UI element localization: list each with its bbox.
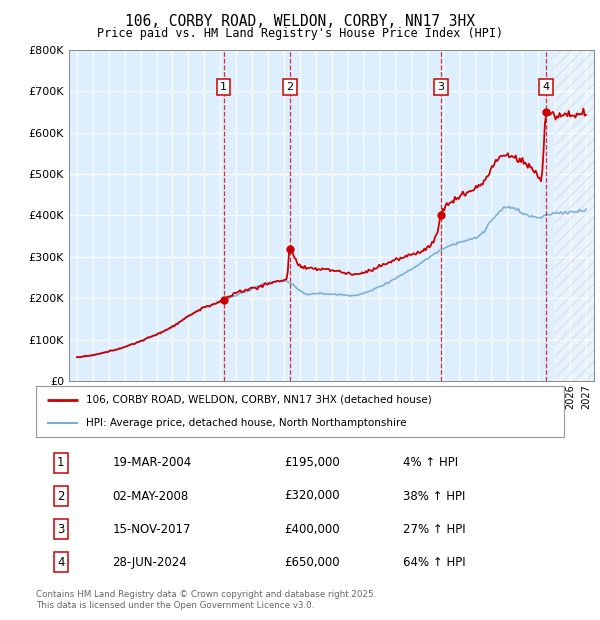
Text: £400,000: £400,000: [284, 523, 340, 536]
Text: 4: 4: [542, 82, 550, 92]
Text: 4% ↑ HPI: 4% ↑ HPI: [403, 456, 458, 469]
Text: 106, CORBY ROAD, WELDON, CORBY, NN17 3HX: 106, CORBY ROAD, WELDON, CORBY, NN17 3HX: [125, 14, 475, 29]
Text: £320,000: £320,000: [284, 490, 340, 502]
Text: £650,000: £650,000: [284, 556, 340, 569]
Text: 2: 2: [57, 490, 65, 502]
Text: 3: 3: [57, 523, 65, 536]
Text: 3: 3: [437, 82, 445, 92]
Text: 1: 1: [57, 456, 65, 469]
Text: 15-NOV-2017: 15-NOV-2017: [113, 523, 191, 536]
Text: HPI: Average price, detached house, North Northamptonshire: HPI: Average price, detached house, Nort…: [86, 418, 407, 428]
Text: 28-JUN-2024: 28-JUN-2024: [113, 556, 187, 569]
Bar: [554, 50, 600, 381]
Text: 106, CORBY ROAD, WELDON, CORBY, NN17 3HX (detached house): 106, CORBY ROAD, WELDON, CORBY, NN17 3HX…: [86, 395, 432, 405]
Text: 19-MAR-2004: 19-MAR-2004: [113, 456, 192, 469]
Text: £195,000: £195,000: [284, 456, 340, 469]
Text: 27% ↑ HPI: 27% ↑ HPI: [403, 523, 466, 536]
Text: Contains HM Land Registry data © Crown copyright and database right 2025.
This d: Contains HM Land Registry data © Crown c…: [36, 590, 376, 609]
Text: 02-MAY-2008: 02-MAY-2008: [113, 490, 189, 502]
Text: 1: 1: [220, 82, 227, 92]
Text: 64% ↑ HPI: 64% ↑ HPI: [403, 556, 466, 569]
Text: 2: 2: [286, 82, 293, 92]
Text: Price paid vs. HM Land Registry's House Price Index (HPI): Price paid vs. HM Land Registry's House …: [97, 27, 503, 40]
Text: 4: 4: [57, 556, 65, 569]
Text: 38% ↑ HPI: 38% ↑ HPI: [403, 490, 466, 502]
